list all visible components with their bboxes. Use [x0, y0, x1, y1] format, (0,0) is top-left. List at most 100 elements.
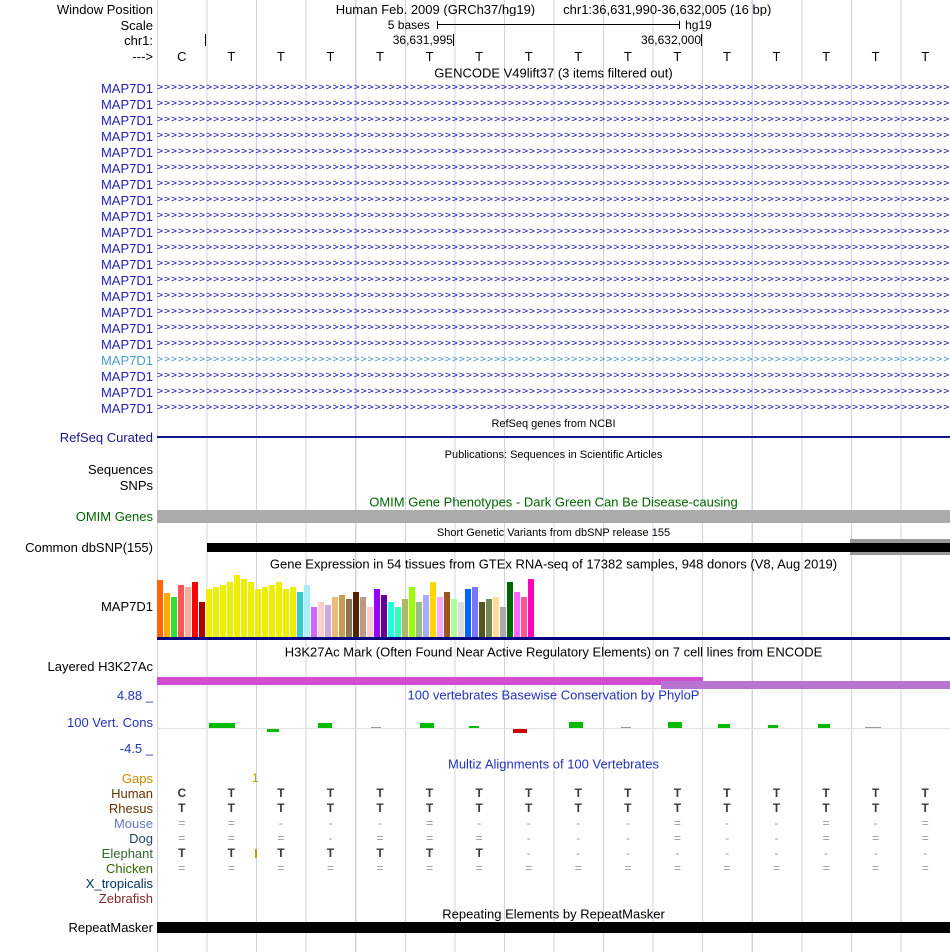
track-100-vert-cons[interactable]: 100 Vert. Cons — [0, 702, 950, 742]
species-label[interactable]: Chicken — [106, 861, 153, 876]
gtex-tissue-bar[interactable] — [521, 597, 527, 637]
transcript-arrow-track[interactable]: >>>>>>>>>>>>>>>>>>>>>>>>>>>>>>>>>>>>>>>>… — [157, 304, 950, 320]
transcript-arrow-track[interactable]: >>>>>>>>>>>>>>>>>>>>>>>>>>>>>>>>>>>>>>>>… — [157, 320, 950, 336]
gtex-tissue-bar[interactable] — [437, 597, 443, 637]
gene-label[interactable]: MAP7D1 — [100, 384, 153, 400]
gtex-tissue-bar[interactable] — [423, 595, 429, 637]
transcript-arrow-track[interactable]: >>>>>>>>>>>>>>>>>>>>>>>>>>>>>>>>>>>>>>>>… — [157, 80, 950, 96]
species-label[interactable]: Human — [111, 786, 153, 801]
gtex-tissue-bar[interactable] — [262, 587, 268, 637]
h3k27ac-signal-bar[interactable] — [660, 681, 950, 689]
gtex-tissue-bar[interactable] — [276, 582, 282, 637]
gtex-tissue-bar[interactable] — [318, 602, 324, 637]
omim-gene-bar[interactable] — [157, 510, 950, 523]
h3k27ac-track[interactable] — [157, 660, 950, 692]
alignment-track[interactable] — [157, 891, 950, 906]
multiz-species-row[interactable]: X_tropicalis — [0, 876, 950, 891]
track-sequences[interactable]: Sequences — [0, 462, 950, 477]
ruler-track[interactable]: 36,631,995 36,632,000 — [157, 33, 950, 48]
gencode-transcript-row[interactable]: MAP7D1 >>>>>>>>>>>>>>>>>>>>>>>>>>>>>>>>>>… — [0, 368, 950, 384]
gtex-tissue-bar[interactable] — [213, 587, 219, 637]
multiz-species-row[interactable]: Zebrafish — [0, 891, 950, 906]
species-label[interactable]: Zebrafish — [98, 891, 153, 906]
repeatmasker-track[interactable] — [157, 921, 950, 934]
gencode-transcript-row[interactable]: MAP7D1 >>>>>>>>>>>>>>>>>>>>>>>>>>>>>>>>>>… — [0, 256, 950, 272]
gencode-transcript-row[interactable]: MAP7D1 >>>>>>>>>>>>>>>>>>>>>>>>>>>>>>>>>>… — [0, 80, 950, 96]
gtex-tissue-bar[interactable] — [164, 593, 170, 637]
gtex-tissue-bar[interactable] — [493, 597, 499, 637]
gene-label[interactable]: MAP7D1 — [100, 192, 153, 208]
gtex-tissue-bar[interactable] — [290, 587, 296, 637]
gene-label[interactable]: MAP7D1 — [100, 320, 153, 336]
alignment-track[interactable]: = = = - = = = - - - = - - = = = — [157, 831, 950, 846]
common-dbsnp-label[interactable]: Common dbSNP(155) — [25, 539, 153, 555]
gene-label[interactable]: MAP7D1 — [100, 208, 153, 224]
transcript-arrow-track[interactable]: >>>>>>>>>>>>>>>>>>>>>>>>>>>>>>>>>>>>>>>>… — [157, 368, 950, 384]
species-label[interactable]: Dog — [129, 831, 153, 846]
gtex-tissue-bar[interactable] — [451, 599, 457, 637]
cons-wiggle-track[interactable] — [157, 702, 950, 742]
gtex-tissue-bar[interactable] — [360, 597, 366, 637]
gtex-tissue-bar[interactable] — [325, 605, 331, 637]
transcript-arrow-track[interactable]: >>>>>>>>>>>>>>>>>>>>>>>>>>>>>>>>>>>>>>>>… — [157, 96, 950, 112]
gencode-transcript-row[interactable]: MAP7D1 >>>>>>>>>>>>>>>>>>>>>>>>>>>>>>>>>>… — [0, 272, 950, 288]
gencode-transcript-row[interactable]: MAP7D1 >>>>>>>>>>>>>>>>>>>>>>>>>>>>>>>>>>… — [0, 112, 950, 128]
gencode-transcript-row[interactable]: MAP7D1 >>>>>>>>>>>>>>>>>>>>>>>>>>>>>>>>>>… — [0, 384, 950, 400]
gtex-tissue-bar[interactable] — [402, 599, 408, 637]
transcript-arrow-track[interactable]: >>>>>>>>>>>>>>>>>>>>>>>>>>>>>>>>>>>>>>>>… — [157, 112, 950, 128]
gtex-tissue-bar[interactable] — [479, 602, 485, 637]
multiz-track[interactable]: Gaps 1 Human C T T T T T T T T T T T T T T T Rhesus T T T T T T T T… — [0, 771, 950, 906]
gtex-tissue-bar[interactable] — [514, 592, 520, 637]
gtex-tissue-bar[interactable] — [199, 602, 205, 637]
snps-label[interactable]: SNPs — [119, 478, 153, 493]
gencode-track[interactable]: MAP7D1 >>>>>>>>>>>>>>>>>>>>>>>>>>>>>>>>>>… — [0, 80, 950, 416]
strand-direction-label[interactable]: ---> — [132, 49, 153, 64]
multiz-species-row[interactable]: Dog = = = - = = = - - - = - - = = = — [0, 831, 950, 846]
gtex-tissue-bar[interactable] — [185, 587, 191, 637]
gtex-tissue-bar[interactable] — [234, 575, 240, 637]
track-ruler[interactable]: chr1: 36,631,995 36,632,000 — [0, 33, 950, 48]
gtex-tissue-bar[interactable] — [367, 607, 373, 637]
gene-label[interactable]: MAP7D1 — [100, 288, 153, 304]
transcript-arrow-track[interactable]: >>>>>>>>>>>>>>>>>>>>>>>>>>>>>>>>>>>>>>>>… — [157, 208, 950, 224]
omim-genes-track[interactable] — [157, 509, 950, 524]
gtex-tissue-bar[interactable] — [255, 589, 261, 637]
gene-label[interactable]: MAP7D1 — [100, 304, 153, 320]
gtex-barchart-track[interactable] — [157, 572, 950, 640]
h3k27ac-signal-bar[interactable] — [157, 677, 703, 685]
multiz-species-row[interactable]: Gaps 1 — [0, 771, 950, 786]
gtex-tissue-bar[interactable] — [206, 589, 212, 637]
gtex-tissue-bar[interactable] — [304, 585, 310, 637]
alignment-track[interactable]: 1 — [157, 771, 950, 786]
gtex-tissue-bar[interactable] — [416, 602, 422, 637]
alignment-track[interactable]: = = = = = = = = = = = = = = = = — [157, 861, 950, 876]
gene-label[interactable]: MAP7D1 — [100, 176, 153, 192]
gene-label[interactable]: MAP7D1 — [100, 112, 153, 128]
gtex-tissue-bar[interactable] — [528, 579, 534, 637]
gene-label[interactable]: MAP7D1 — [100, 272, 153, 288]
gencode-transcript-row[interactable]: MAP7D1 >>>>>>>>>>>>>>>>>>>>>>>>>>>>>>>>>>… — [0, 176, 950, 192]
transcript-arrow-track[interactable]: >>>>>>>>>>>>>>>>>>>>>>>>>>>>>>>>>>>>>>>>… — [157, 144, 950, 160]
alignment-track[interactable] — [157, 876, 950, 891]
gtex-tissue-bar[interactable] — [388, 602, 394, 637]
multiz-species-row[interactable]: Mouse = = - - - = - - - - = - - = - = — [0, 816, 950, 831]
sequences-track[interactable] — [157, 462, 950, 477]
gtex-tissue-bar[interactable] — [248, 582, 254, 637]
transcript-arrow-track[interactable]: >>>>>>>>>>>>>>>>>>>>>>>>>>>>>>>>>>>>>>>>… — [157, 240, 950, 256]
transcript-arrow-track[interactable]: >>>>>>>>>>>>>>>>>>>>>>>>>>>>>>>>>>>>>>>>… — [157, 352, 950, 368]
gtex-tissue-bar[interactable] — [178, 585, 184, 637]
gene-label[interactable]: MAP7D1 — [100, 240, 153, 256]
h3k27ac-label[interactable]: Layered H3K27Ac — [47, 660, 153, 674]
gtex-gene-label[interactable]: MAP7D1 — [100, 598, 153, 614]
gtex-tissue-bar[interactable] — [395, 607, 401, 637]
species-label[interactable]: Gaps — [121, 771, 153, 786]
gene-label[interactable]: MAP7D1 — [100, 400, 153, 416]
gene-label[interactable]: MAP7D1 — [100, 352, 153, 368]
gtex-tissue-bar[interactable] — [346, 599, 352, 637]
gencode-transcript-row[interactable]: MAP7D1 >>>>>>>>>>>>>>>>>>>>>>>>>>>>>>>>>>… — [0, 224, 950, 240]
gtex-tissue-bar[interactable] — [192, 582, 198, 637]
gene-label[interactable]: MAP7D1 — [100, 128, 153, 144]
common-dbsnp-track[interactable] — [157, 539, 950, 555]
track-repeatmasker[interactable]: RepeatMasker — [0, 920, 950, 935]
